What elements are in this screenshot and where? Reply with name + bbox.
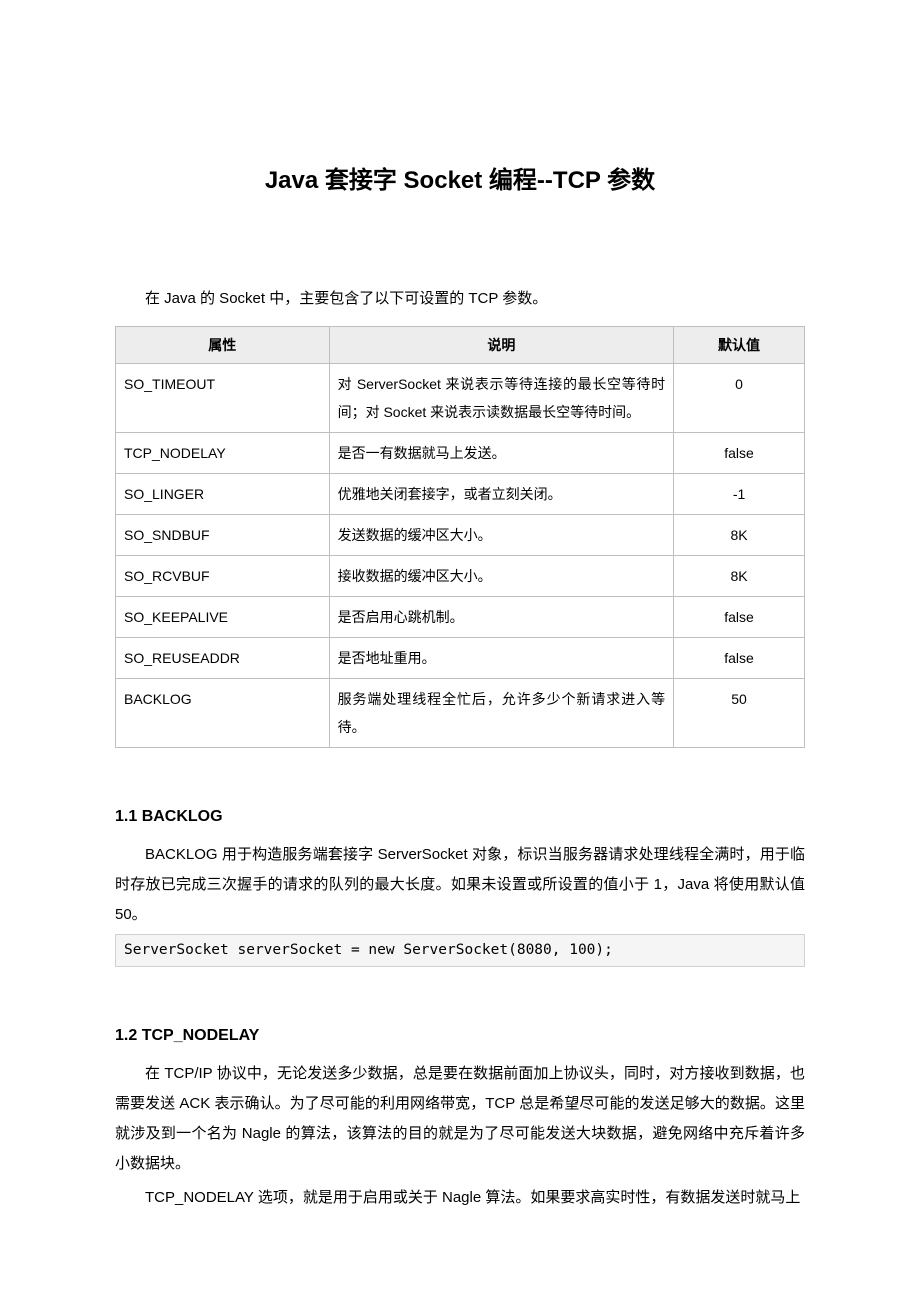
cell-desc: 是否一有数据就马上发送。 <box>329 433 674 474</box>
tcp-params-table: 属性 说明 默认值 SO_TIMEOUT对 ServerSocket 来说表示等… <box>115 326 805 748</box>
intro-text: 在 Java 的 Socket 中，主要包含了以下可设置的 TCP 参数。 <box>115 285 805 312</box>
cell-def: false <box>674 433 805 474</box>
cell-attr: BACKLOG <box>116 679 330 748</box>
cell-attr: SO_REUSEADDR <box>116 638 330 679</box>
cell-def: 8K <box>674 515 805 556</box>
cell-desc: 服务端处理线程全忙后，允许多少个新请求进入等待。 <box>329 679 674 748</box>
table-row: SO_KEEPALIVE是否启用心跳机制。false <box>116 597 805 638</box>
cell-desc: 是否地址重用。 <box>329 638 674 679</box>
table-row: SO_REUSEADDR是否地址重用。false <box>116 638 805 679</box>
table-header-row: 属性 说明 默认值 <box>116 327 805 364</box>
paragraph: BACKLOG 用于构造服务端套接字 ServerSocket 对象，标识当服务… <box>115 840 805 930</box>
header-def: 默认值 <box>674 327 805 364</box>
code-block: ServerSocket serverSocket = new ServerSo… <box>115 934 805 967</box>
cell-def: false <box>674 638 805 679</box>
cell-attr: SO_TIMEOUT <box>116 364 330 433</box>
cell-attr: SO_SNDBUF <box>116 515 330 556</box>
table-row: TCP_NODELAY是否一有数据就马上发送。false <box>116 433 805 474</box>
cell-attr: SO_KEEPALIVE <box>116 597 330 638</box>
table-row: SO_LINGER优雅地关闭套接字，或者立刻关闭。-1 <box>116 474 805 515</box>
section-heading: 1.1 BACKLOG <box>115 808 805 826</box>
table-row: SO_SNDBUF发送数据的缓冲区大小。8K <box>116 515 805 556</box>
page-title: Java 套接字 Socket 编程--TCP 参数 <box>115 160 805 195</box>
header-attr: 属性 <box>116 327 330 364</box>
cell-def: false <box>674 597 805 638</box>
cell-desc: 对 ServerSocket 来说表示等待连接的最长空等待时间；对 Socket… <box>329 364 674 433</box>
paragraph: TCP_NODELAY 选项，就是用于启用或关于 Nagle 算法。如果要求高实… <box>115 1183 805 1213</box>
header-desc: 说明 <box>329 327 674 364</box>
table-row: SO_RCVBUF接收数据的缓冲区大小。8K <box>116 556 805 597</box>
table-row: SO_TIMEOUT对 ServerSocket 来说表示等待连接的最长空等待时… <box>116 364 805 433</box>
cell-def: 8K <box>674 556 805 597</box>
cell-def: 0 <box>674 364 805 433</box>
section-gap <box>115 1217 805 1227</box>
section-heading: 1.2 TCP_NODELAY <box>115 1027 805 1045</box>
table-row: BACKLOG服务端处理线程全忙后，允许多少个新请求进入等待。50 <box>116 679 805 748</box>
paragraph: 在 TCP/IP 协议中，无论发送多少数据，总是要在数据前面加上协议头，同时，对… <box>115 1059 805 1179</box>
cell-desc: 优雅地关闭套接字，或者立刻关闭。 <box>329 474 674 515</box>
cell-def: -1 <box>674 474 805 515</box>
cell-attr: SO_LINGER <box>116 474 330 515</box>
cell-attr: SO_RCVBUF <box>116 556 330 597</box>
document-page: Java 套接字 Socket 编程--TCP 参数 在 Java 的 Sock… <box>0 0 920 1302</box>
cell-desc: 接收数据的缓冲区大小。 <box>329 556 674 597</box>
cell-desc: 是否启用心跳机制。 <box>329 597 674 638</box>
cell-attr: TCP_NODELAY <box>116 433 330 474</box>
cell-desc: 发送数据的缓冲区大小。 <box>329 515 674 556</box>
cell-def: 50 <box>674 679 805 748</box>
